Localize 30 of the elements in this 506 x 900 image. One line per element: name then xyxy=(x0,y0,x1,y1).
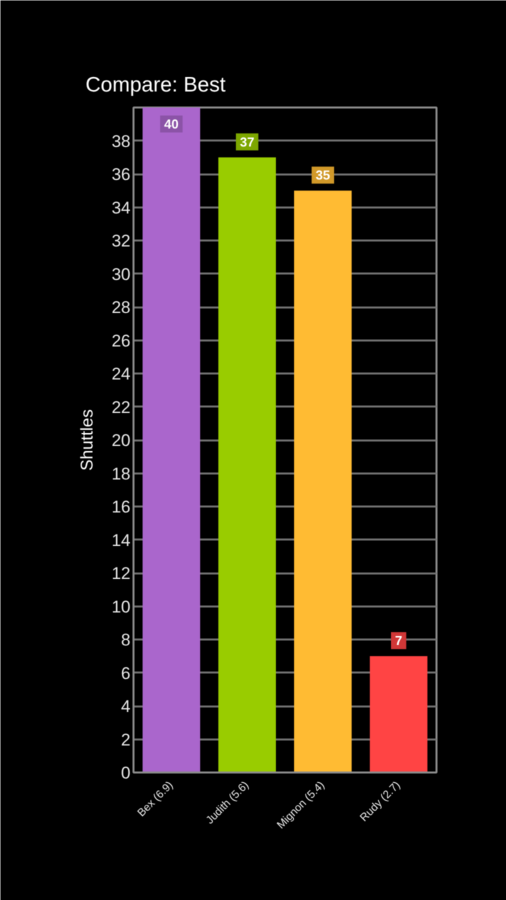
y-tick-label: 14 xyxy=(112,530,131,550)
y-tick-label: 18 xyxy=(112,464,131,484)
bar xyxy=(294,190,352,772)
y-tick-label: 20 xyxy=(112,431,131,450)
y-tick-label: 30 xyxy=(112,264,131,284)
bar xyxy=(218,157,276,772)
y-tick-label: 10 xyxy=(112,597,131,616)
y-tick-label: 6 xyxy=(121,664,131,683)
y-tick-label: 32 xyxy=(112,232,131,250)
data-label: 35 xyxy=(316,168,330,183)
y-tick-label: 8 xyxy=(121,630,131,650)
y-tick-label: 34 xyxy=(112,198,131,218)
y-axis-title: Shuttles xyxy=(78,409,97,471)
y-tick-label: 0 xyxy=(121,764,131,782)
data-label: 40 xyxy=(164,116,179,132)
chart-title: Compare: Best xyxy=(86,74,226,96)
data-label: 37 xyxy=(240,134,254,150)
data-label: 7 xyxy=(395,633,402,648)
y-tick-label: 16 xyxy=(112,498,131,516)
y-tick-label: 38 xyxy=(112,132,131,151)
y-tick-label: 36 xyxy=(112,165,131,184)
bar xyxy=(370,656,428,772)
y-tick-label: 28 xyxy=(112,298,131,317)
y-tick-label: 24 xyxy=(112,364,131,384)
y-tick-label: 2 xyxy=(121,730,131,750)
bar xyxy=(142,108,200,772)
y-tick-label: 12 xyxy=(112,564,131,583)
y-tick-label: 22 xyxy=(112,398,131,417)
y-tick-label: 4 xyxy=(121,697,131,716)
y-tick-label: 26 xyxy=(112,331,131,350)
